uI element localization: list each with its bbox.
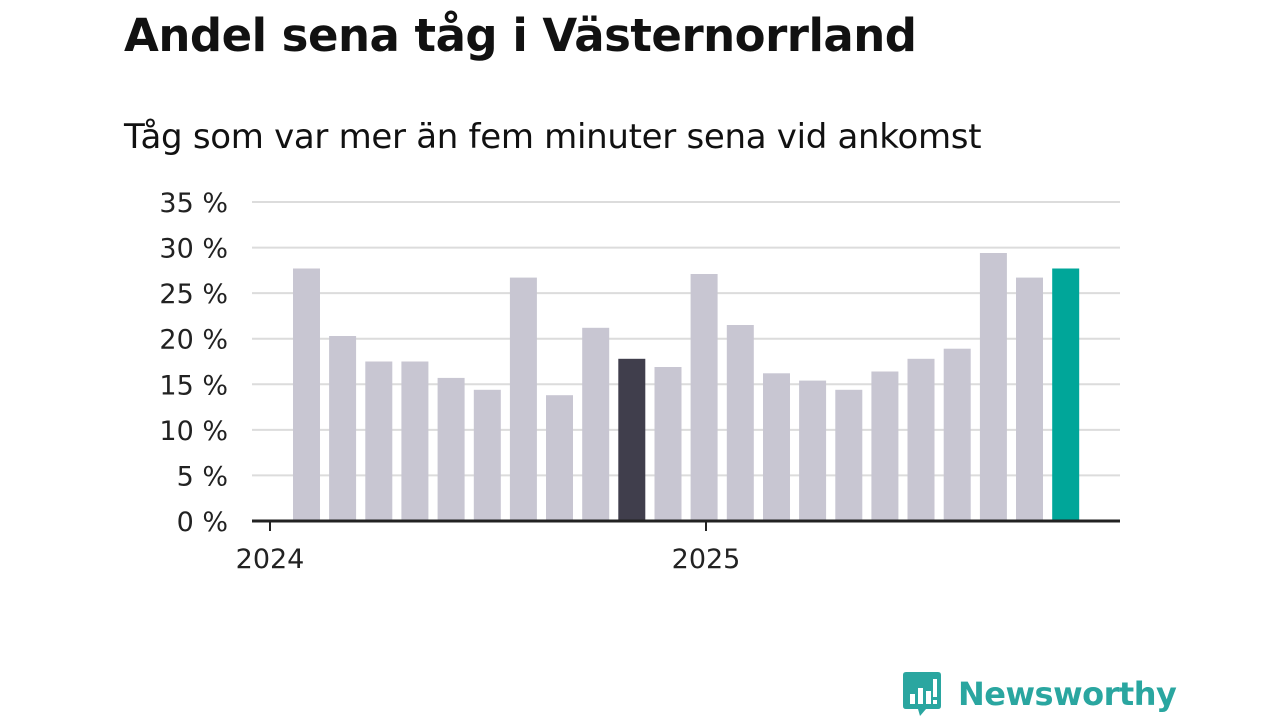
grid-lines bbox=[252, 201, 1120, 477]
chart-subtitle: Tåg som var mer än fem minuter sena vid … bbox=[124, 117, 982, 157]
bar bbox=[871, 371, 899, 521]
y-tick-label: 20 % bbox=[159, 325, 228, 356]
bar bbox=[763, 373, 790, 521]
bar bbox=[509, 277, 537, 521]
newsworthy-chart-bubble-icon bbox=[903, 672, 941, 716]
bar bbox=[582, 327, 610, 521]
bar bbox=[799, 380, 827, 521]
bar bbox=[329, 336, 357, 521]
logo-text: Newsworthy bbox=[958, 675, 1177, 713]
bar bbox=[835, 389, 863, 521]
bar bbox=[473, 389, 501, 521]
x-tick-label: 2025 bbox=[672, 544, 741, 575]
bar bbox=[437, 377, 465, 521]
y-tick-label: 35 % bbox=[159, 188, 228, 219]
newsworthy-logo: Newsworthy bbox=[902, 670, 1177, 718]
bar bbox=[943, 348, 971, 521]
y-axis-tick-labels: 0 % 5 % 10 % 15 % 20 % 25 % 30 % 35 % bbox=[159, 188, 228, 538]
y-tick-label: 0 % bbox=[177, 507, 228, 538]
x-axis-tick-labels: 2024 2025 bbox=[236, 544, 741, 575]
x-tick-label: 2024 bbox=[236, 544, 305, 575]
bar bbox=[907, 358, 935, 521]
bar bbox=[1016, 277, 1043, 521]
y-tick-label: 30 % bbox=[159, 234, 228, 265]
bar bbox=[293, 268, 320, 521]
bar bbox=[726, 325, 754, 521]
bar bbox=[654, 367, 682, 521]
bar-chart: 0 % 5 % 10 % 15 % 20 % 25 % 30 % 35 % 2024 2025 bbox=[159, 188, 1120, 575]
x-axis bbox=[252, 519, 1120, 531]
y-tick-label: 25 % bbox=[159, 279, 228, 310]
bar bbox=[365, 361, 393, 521]
bar bbox=[546, 395, 573, 521]
bar bbox=[1052, 268, 1080, 521]
bar bbox=[979, 253, 1007, 521]
y-tick-label: 5 % bbox=[177, 461, 228, 492]
bar bbox=[618, 358, 646, 521]
bar bbox=[401, 361, 429, 521]
bars bbox=[293, 253, 1080, 521]
chart-title: Andel sena tåg i Västernorrland bbox=[124, 9, 917, 62]
bar bbox=[690, 274, 718, 521]
y-tick-label: 15 % bbox=[159, 370, 228, 401]
y-tick-label: 10 % bbox=[159, 416, 228, 447]
